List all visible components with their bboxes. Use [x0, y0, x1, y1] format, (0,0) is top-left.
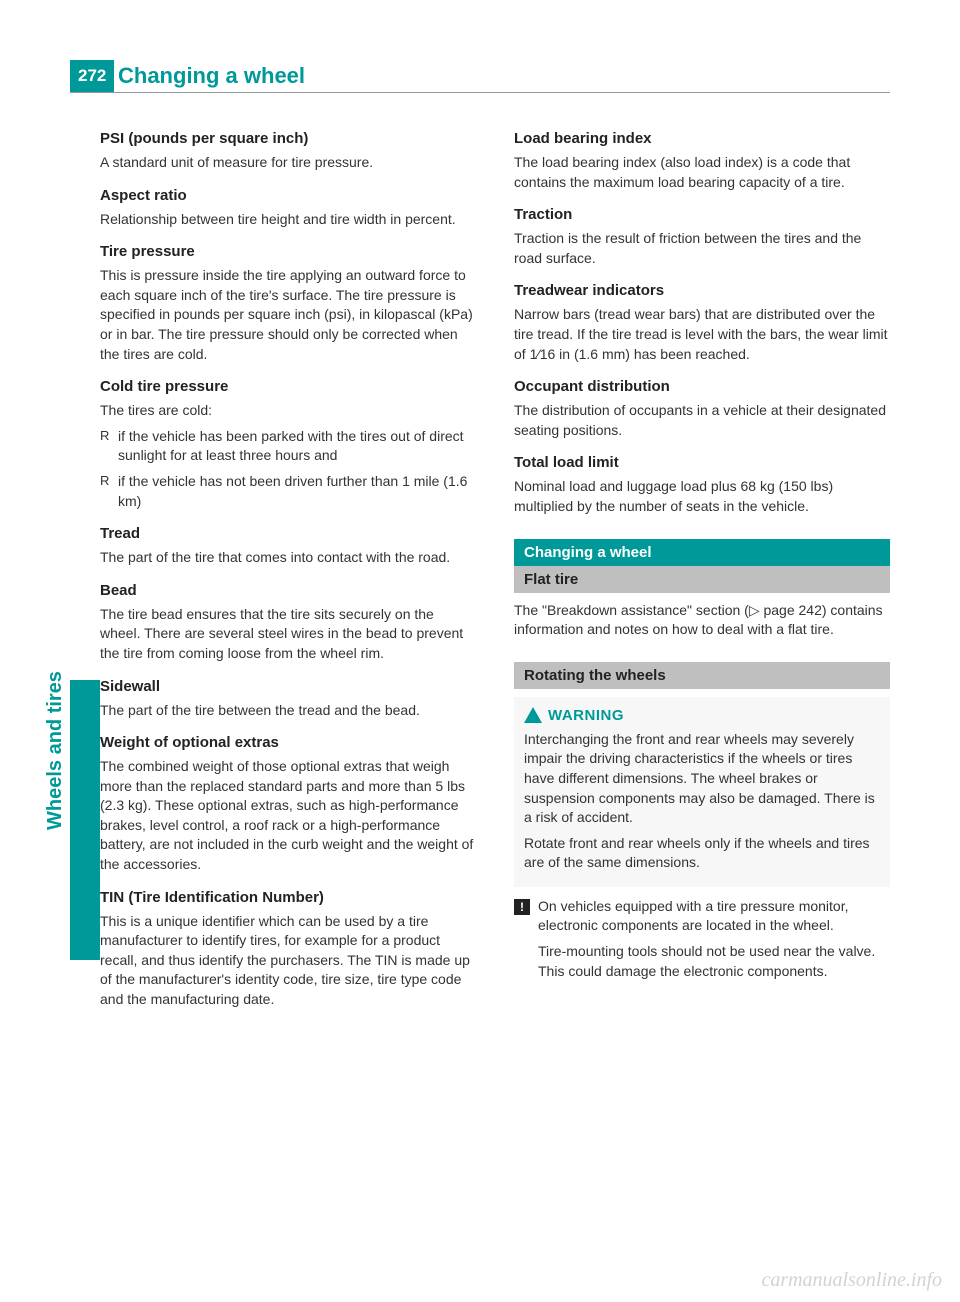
subsection-band-flat: Flat tire: [514, 566, 890, 593]
coldtire-heading: Cold tire pressure: [100, 378, 476, 395]
twi-heading: Treadwear indicators: [514, 282, 890, 299]
aspect-heading: Aspect ratio: [100, 187, 476, 204]
content-columns: PSI (pounds per square inch) A standard …: [100, 130, 890, 1014]
warning-panel: WARNING Interchanging the front and rear…: [514, 697, 890, 887]
lbi-body: The load bearing index (also load index)…: [514, 153, 890, 192]
occupant-body: The distribution of occupants in a vehic…: [514, 401, 890, 440]
totalload-body: Nominal load and luggage load plus 68 kg…: [514, 477, 890, 516]
header-rule: [70, 92, 890, 93]
psi-body: A standard unit of measure for tire pres…: [100, 153, 476, 173]
right-column: Load bearing index The load bearing inde…: [514, 130, 890, 1014]
manual-page: 272 Changing a wheel Wheels and tires PS…: [0, 0, 960, 1302]
occupant-heading: Occupant distribution: [514, 378, 890, 395]
totalload-heading: Total load limit: [514, 454, 890, 471]
psi-heading: PSI (pounds per square inch): [100, 130, 476, 147]
tread-heading: Tread: [100, 525, 476, 542]
warning-label: WARNING: [548, 707, 624, 724]
page-header: 272 Changing a wheel: [100, 60, 890, 100]
warning-p2: Rotate front and rear wheels only if the…: [524, 834, 880, 873]
header-title: Changing a wheel: [118, 63, 305, 89]
subsection-band-rotating: Rotating the wheels: [514, 662, 890, 689]
exclamation-icon: !: [514, 899, 530, 915]
list-item: if the vehicle has not been driven furth…: [118, 472, 476, 511]
lbi-heading: Load bearing index: [514, 130, 890, 147]
coldtire-list: if the vehicle has been parked with the …: [100, 427, 476, 511]
side-tab: [70, 680, 100, 960]
watermark: carmanualsonline.info: [761, 1269, 942, 1292]
tirepressure-heading: Tire pressure: [100, 243, 476, 260]
warning-p1: Interchanging the front and rear wheels …: [524, 730, 880, 828]
twi-body: Narrow bars (tread wear bars) that are d…: [514, 305, 890, 364]
flat-body: The "Breakdown assistance" section (▷ pa…: [514, 601, 890, 640]
note-p2: Tire-mounting tools should not be used n…: [538, 942, 890, 981]
side-tab-label: Wheels and tires: [44, 671, 67, 830]
page-number: 272: [70, 60, 114, 92]
bead-body: The tire bead ensures that the tire sits…: [100, 605, 476, 664]
coldtire-intro: The tires are cold:: [100, 401, 476, 421]
bead-heading: Bead: [100, 582, 476, 599]
note-p1: On vehicles equipped with a tire pressur…: [538, 897, 890, 936]
note-block: ! On vehicles equipped with a tire press…: [514, 897, 890, 981]
sidewall-body: The part of the tire between the tread a…: [100, 701, 476, 721]
left-column: PSI (pounds per square inch) A standard …: [100, 130, 476, 1014]
sidewall-heading: Sidewall: [100, 678, 476, 695]
warning-header: WARNING: [524, 707, 880, 724]
traction-body: Traction is the result of friction betwe…: [514, 229, 890, 268]
optextras-body: The combined weight of those optional ex…: [100, 757, 476, 875]
tirepressure-body: This is pressure inside the tire applyin…: [100, 266, 476, 364]
traction-heading: Traction: [514, 206, 890, 223]
aspect-body: Relationship between tire height and tir…: [100, 210, 476, 230]
tin-body: This is a unique identifier which can be…: [100, 912, 476, 1010]
tin-heading: TIN (Tire Identification Number): [100, 889, 476, 906]
section-band: Changing a wheel: [514, 539, 890, 566]
note-body: On vehicles equipped with a tire pressur…: [538, 897, 890, 981]
list-item: if the vehicle has been parked with the …: [118, 427, 476, 466]
warning-triangle-icon: [524, 707, 542, 723]
optextras-heading: Weight of optional extras: [100, 734, 476, 751]
tread-body: The part of the tire that comes into con…: [100, 548, 476, 568]
